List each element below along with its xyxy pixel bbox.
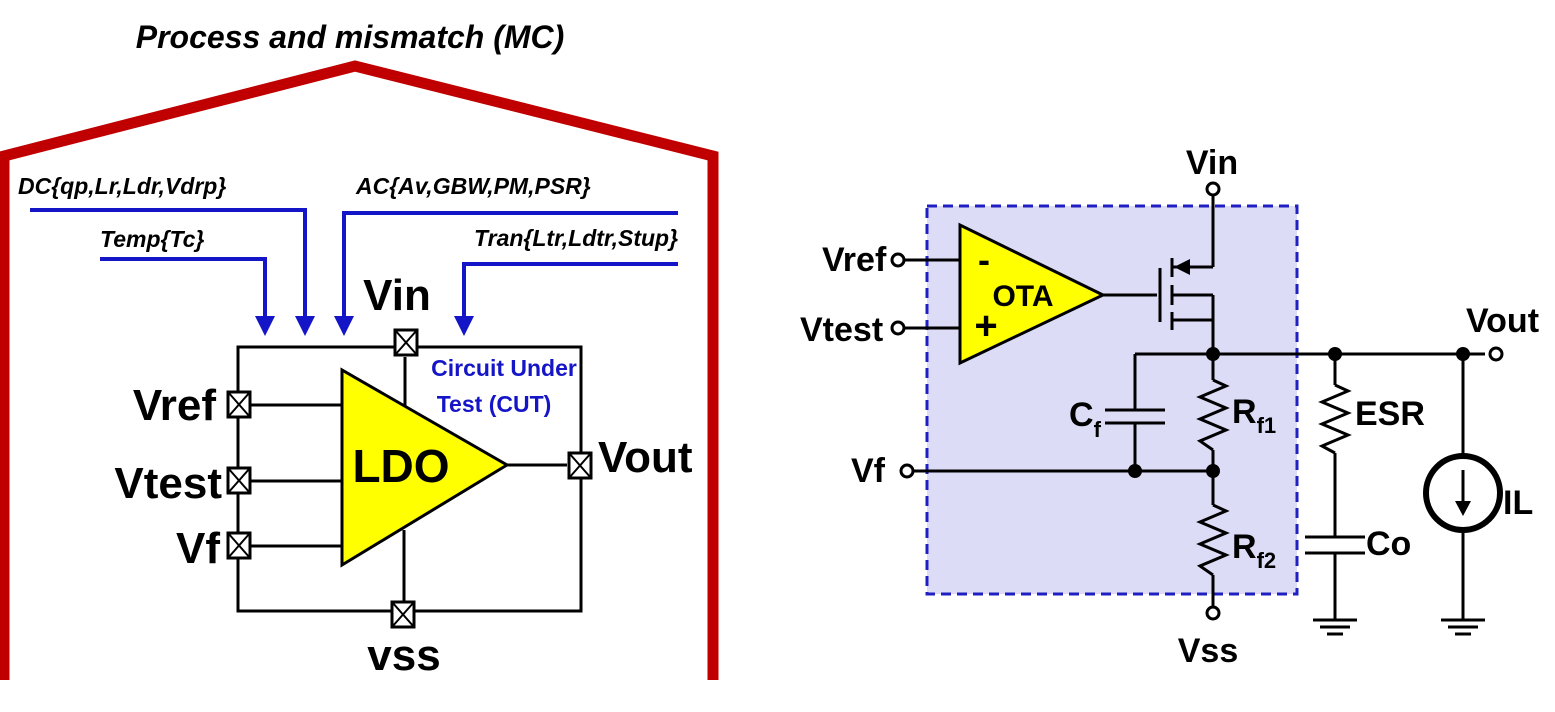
ota-amplifier	[958, 222, 1107, 366]
terminal-vref	[890, 252, 906, 268]
label-vf: Vf	[851, 452, 886, 490]
mc-title: Process and mismatch (MC)	[136, 19, 565, 55]
label-vout: Vout	[1466, 302, 1539, 340]
pin-label-vf: Vf	[176, 524, 220, 573]
terminal-vout	[1488, 346, 1504, 362]
temp-arrow	[100, 257, 275, 336]
label-rf1: Rf1	[1232, 393, 1276, 438]
tran-label: Tran{Ltr,Ldtr,Stup}	[474, 225, 678, 251]
cf-capacitor	[1105, 408, 1165, 425]
label-esr: ESR	[1355, 395, 1425, 433]
label-rf1-main: R	[1232, 393, 1257, 431]
ldo-label: LDO	[352, 440, 449, 492]
pin-vss	[390, 600, 416, 629]
label-rf2: Rf2	[1232, 528, 1276, 573]
pin-vtest	[226, 466, 252, 495]
pin-label-vin: Vin	[363, 271, 431, 320]
label-rf2-sub: f2	[1257, 548, 1277, 573]
cut-label-line1: Circuit Under	[431, 355, 577, 381]
tran-arrow	[454, 262, 678, 336]
terminal-vf	[899, 463, 915, 479]
right-panel: OTA - +	[800, 144, 1539, 670]
ota-plus: +	[974, 304, 997, 348]
label-rf1-sub: f1	[1257, 413, 1277, 438]
left-panel: Process and mismatch (MC) DC{qp,Lr,Ldr,V…	[0, 19, 719, 680]
pmos-transistor	[1158, 258, 1215, 330]
dc-label: DC{qp,Lr,Ldr,Vdrp}	[18, 173, 226, 199]
temp-label: Temp{Tc}	[100, 226, 204, 252]
pin-vf	[226, 531, 252, 560]
label-cf-sub: f	[1094, 417, 1102, 442]
ldo-wires	[250, 357, 567, 603]
pin-vin	[393, 328, 419, 357]
mc-frame	[0, 60, 719, 680]
pin-label-vout: Vout	[598, 433, 693, 482]
label-rf2-main: R	[1232, 528, 1257, 566]
dc-arrow	[30, 208, 315, 336]
label-vin: Vin	[1186, 144, 1238, 182]
ground-co	[1313, 618, 1357, 636]
ota-label: OTA	[992, 280, 1053, 313]
il-current-source	[1423, 453, 1503, 533]
pin-vout	[567, 451, 593, 480]
pin-label-vtest: Vtest	[114, 459, 222, 508]
pin-label-vref: Vref	[133, 381, 217, 430]
schematic-wires	[904, 196, 1485, 620]
pin-label-vss: vss	[367, 631, 440, 680]
label-cf: Cf	[1069, 396, 1102, 442]
esr-resistor	[1318, 383, 1352, 455]
label-vss: Vss	[1178, 632, 1239, 670]
terminal-vin	[1205, 181, 1221, 197]
cut-label-line2: Test (CUT)	[437, 391, 552, 417]
label-vtest: Vtest	[800, 311, 883, 349]
terminal-vtest	[890, 320, 906, 336]
ota-minus: -	[978, 239, 990, 280]
pin-vref	[226, 390, 252, 419]
rf1-resistor	[1196, 378, 1230, 452]
rf2-resistor	[1196, 503, 1230, 577]
co-capacitor	[1305, 535, 1365, 555]
ground-il	[1441, 618, 1485, 636]
stimulus-arrows	[30, 208, 678, 336]
ldo-amplifier	[340, 367, 510, 568]
terminal-vss	[1205, 605, 1221, 621]
ac-label: AC{Av,GBW,PM,PSR}	[355, 173, 591, 199]
ac-arrow	[334, 211, 678, 336]
label-co: Co	[1366, 525, 1411, 563]
label-il: IL	[1503, 484, 1533, 522]
terminals	[890, 181, 1504, 621]
label-vref: Vref	[822, 241, 887, 279]
junction-dots	[1128, 347, 1470, 478]
label-cf-main: C	[1069, 396, 1094, 434]
